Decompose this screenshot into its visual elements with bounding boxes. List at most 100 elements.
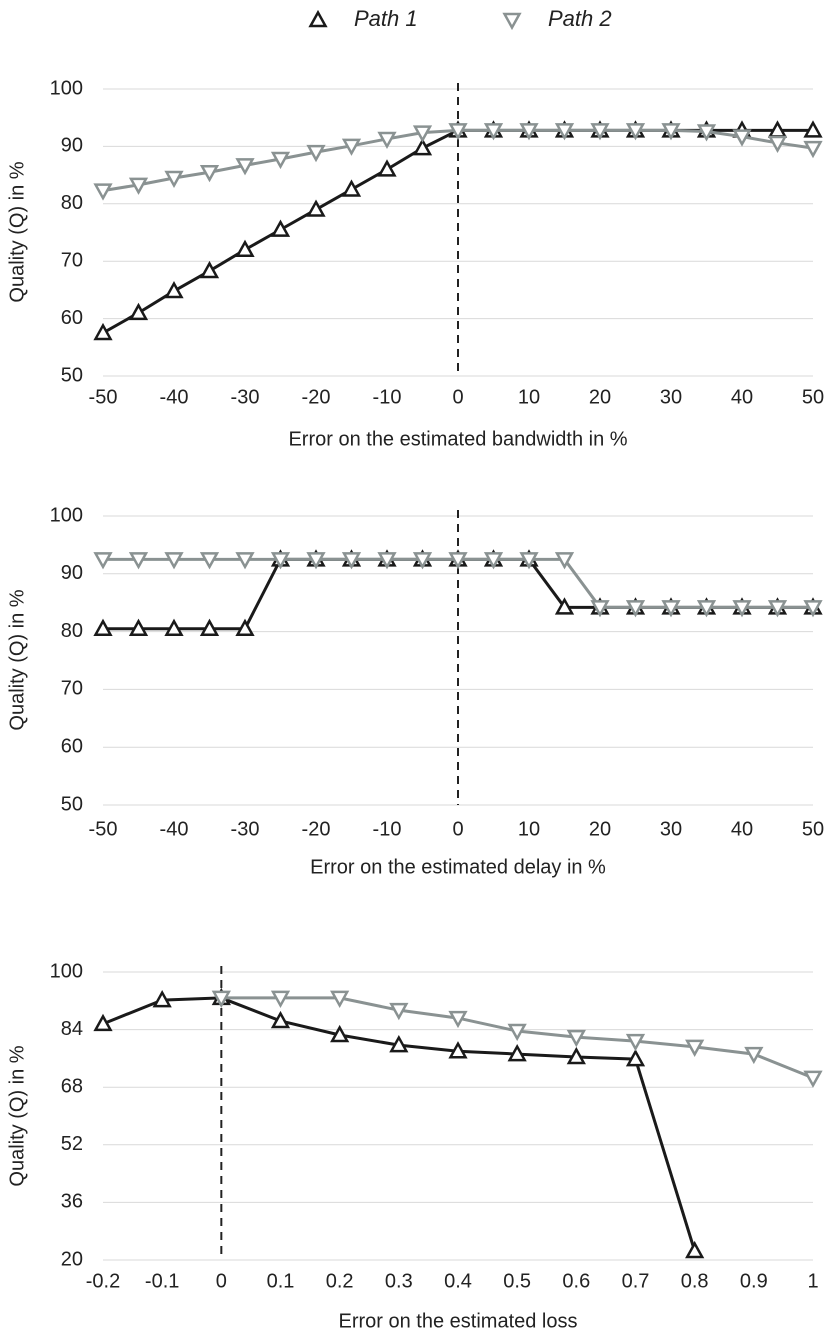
x-tick-label: 40 xyxy=(731,818,753,840)
data-point xyxy=(448,123,468,141)
x-axis-title: Error on the estimated delay in % xyxy=(310,856,606,878)
data-point xyxy=(507,1023,527,1042)
data-point xyxy=(483,123,504,141)
y-tick-label: 50 xyxy=(61,364,83,386)
series xyxy=(93,552,823,618)
y-tick-label: 80 xyxy=(61,620,83,642)
data-point xyxy=(744,1046,764,1065)
data-point xyxy=(235,158,255,176)
data-point xyxy=(341,138,362,156)
data-point xyxy=(128,177,149,195)
data-point xyxy=(767,135,788,154)
x-tick-label: 30 xyxy=(660,818,682,840)
x-tick-label: 0.2 xyxy=(326,1270,354,1292)
y-axis-title: Quality (Q) in % xyxy=(6,1045,28,1186)
data-point xyxy=(507,1044,527,1062)
data-point xyxy=(270,552,291,570)
x-tick-label: 50 xyxy=(802,818,824,840)
data-point xyxy=(235,239,255,257)
x-tick-label: 0 xyxy=(452,818,463,840)
x-tick-label: -10 xyxy=(373,386,402,408)
x-tick-label: -50 xyxy=(89,818,118,840)
y-tick-label: 70 xyxy=(61,249,83,271)
x-tick-label: 30 xyxy=(660,386,682,408)
data-point xyxy=(590,600,610,618)
data-point xyxy=(448,1041,468,1059)
data-point xyxy=(93,322,113,341)
data-point xyxy=(270,151,291,170)
data-point xyxy=(377,131,397,150)
data-point xyxy=(566,1046,586,1065)
series xyxy=(93,987,705,1259)
data-point xyxy=(377,159,397,177)
x-tick-label: 0.8 xyxy=(681,1270,709,1292)
legend-marker xyxy=(308,9,328,28)
data-point xyxy=(625,123,646,141)
data-point xyxy=(341,179,362,197)
data-point xyxy=(625,1049,646,1067)
x-tick-label: 10 xyxy=(518,818,540,840)
data-point xyxy=(93,618,113,636)
data-point xyxy=(306,199,326,217)
x-tick-label: 0.4 xyxy=(444,1270,472,1292)
y-tick-label: 20 xyxy=(61,1248,83,1270)
x-tick-label: -50 xyxy=(89,386,118,408)
data-point xyxy=(685,1039,705,1057)
x-axis-title: Error on the estimated bandwidth in % xyxy=(288,428,627,450)
data-point xyxy=(412,138,433,156)
data-point xyxy=(685,1240,705,1259)
data-point xyxy=(389,1002,409,1021)
x-tick-label: -10 xyxy=(373,818,402,840)
data-point xyxy=(270,1010,291,1029)
data-point xyxy=(93,1013,113,1032)
data-point xyxy=(306,552,326,570)
y-tick-label: 70 xyxy=(61,678,83,700)
x-tick-label: 0.6 xyxy=(562,1270,590,1292)
y-axis-title: Quality (Q) in % xyxy=(6,589,28,730)
y-tick-label: 100 xyxy=(50,504,83,526)
x-tick-label: -30 xyxy=(231,386,260,408)
legend-label: Path 2 xyxy=(548,6,612,31)
x-tick-label: 0.1 xyxy=(267,1270,295,1292)
data-point xyxy=(803,120,823,138)
data-point xyxy=(767,600,788,618)
y-tick-label: 60 xyxy=(61,307,83,329)
x-tick-label: 40 xyxy=(731,386,753,408)
y-tick-label: 50 xyxy=(61,793,83,815)
data-point xyxy=(93,183,113,201)
data-point xyxy=(661,600,681,618)
x-axis-title: Error on the estimated loss xyxy=(339,1310,578,1332)
data-point xyxy=(128,552,149,570)
data-point xyxy=(199,164,220,183)
y-tick-label: 52 xyxy=(61,1133,83,1155)
data-point xyxy=(199,260,220,279)
x-tick-label: 0 xyxy=(452,386,463,408)
data-point xyxy=(732,129,752,147)
x-tick-label: 0.5 xyxy=(503,1270,531,1292)
y-tick-label: 100 xyxy=(50,77,83,99)
x-tick-label: 0.9 xyxy=(740,1270,768,1292)
data-point xyxy=(164,618,184,636)
x-tick-label: -0.1 xyxy=(145,1270,179,1292)
data-point xyxy=(803,600,823,618)
y-axis-title: Quality (Q) in % xyxy=(6,161,28,302)
data-point xyxy=(199,618,220,636)
data-point xyxy=(554,597,575,615)
data-point xyxy=(448,1010,468,1029)
y-tick-label: 84 xyxy=(61,1018,83,1040)
data-point xyxy=(519,552,539,570)
data-point xyxy=(377,552,397,570)
data-point xyxy=(164,170,184,189)
data-point xyxy=(554,123,575,141)
data-point xyxy=(483,552,504,570)
data-point xyxy=(235,552,255,570)
data-point xyxy=(330,1024,350,1043)
series xyxy=(211,990,823,1088)
y-tick-label: 90 xyxy=(61,562,83,584)
data-point xyxy=(270,990,291,1008)
data-point xyxy=(696,124,717,142)
x-tick-label: -40 xyxy=(160,386,189,408)
data-point xyxy=(625,600,646,618)
x-tick-label: -20 xyxy=(302,386,331,408)
